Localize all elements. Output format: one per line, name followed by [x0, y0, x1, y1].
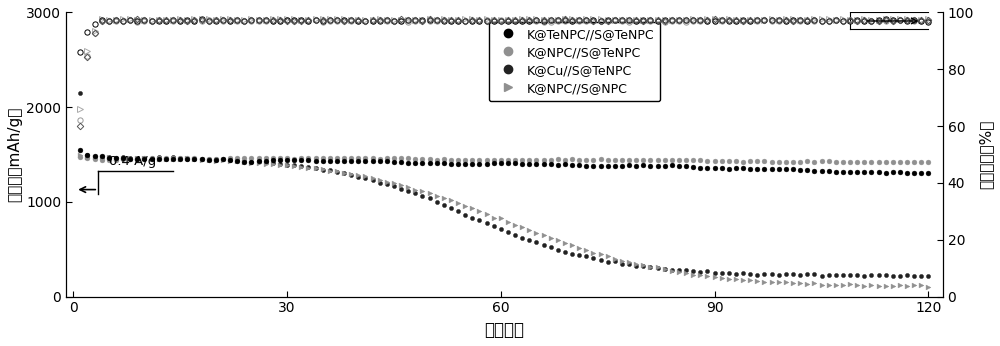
Legend: K@TeNPC//S@TeNPC, K@NPC//S@TeNPC, K@Cu//S@TeNPC, K@NPC//S@NPC: K@TeNPC//S@TeNPC, K@NPC//S@TeNPC, K@Cu//… [489, 21, 660, 101]
X-axis label: 循环次数: 循环次数 [484, 321, 524, 339]
Y-axis label: 比容量（mAh/g）: 比容量（mAh/g） [7, 107, 22, 202]
Text: 0.4 A/g: 0.4 A/g [109, 155, 156, 168]
Y-axis label: 库伦效率（%）: 库伦效率（%） [978, 120, 993, 189]
